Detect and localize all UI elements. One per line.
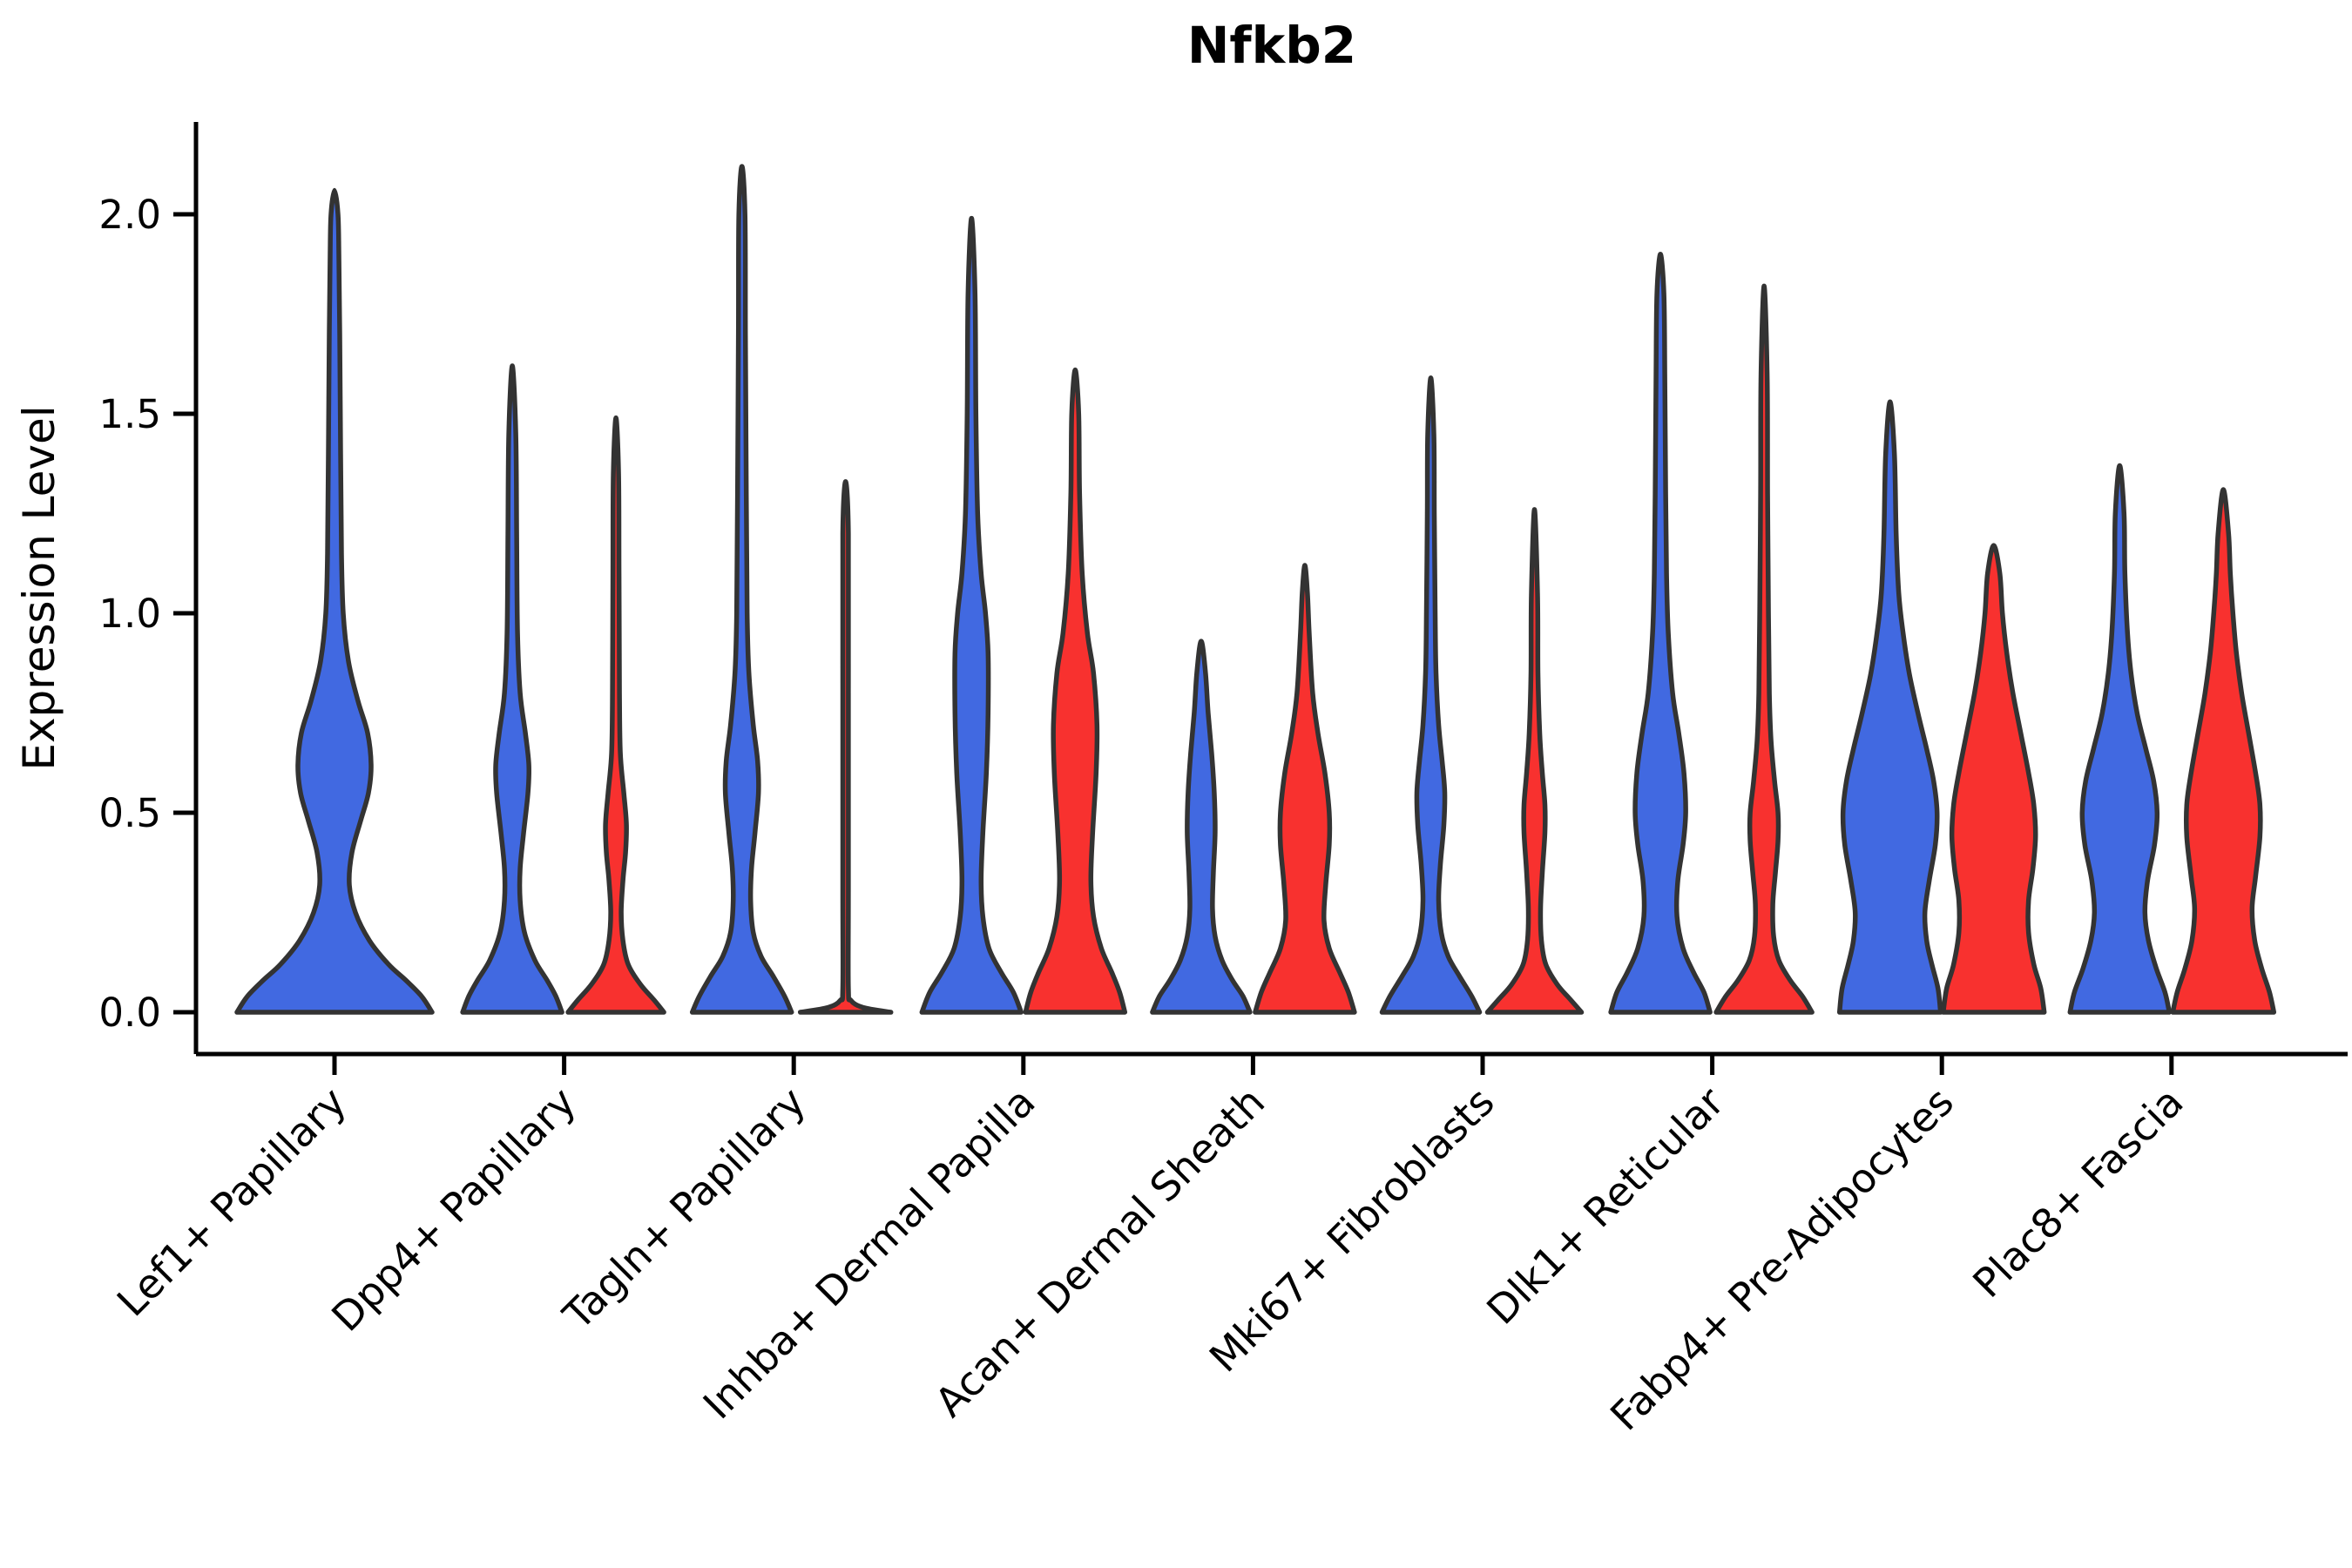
violin-blue-plac8-fascia xyxy=(2067,463,2173,1015)
violin-blue-inhba-dermal-papilla xyxy=(919,215,1024,1015)
violin-red-tagln-papillary xyxy=(797,479,894,1015)
y-tick-label: 1.5 xyxy=(98,391,161,437)
violin-red-fabp4-pre-adipocytes xyxy=(1940,543,2047,1015)
x-tick-label: Dpp4+ Papillary xyxy=(322,1078,585,1341)
violin-red-inhba-dermal-papilla xyxy=(1023,367,1128,1015)
y-tick-labels: 0.0 0.5 1.0 1.5 2.0 xyxy=(98,192,161,1036)
violin-red-dpp4-papillary xyxy=(565,415,666,1015)
y-axis-label: Expression Level xyxy=(14,405,64,770)
violin-blue-fabp4-pre-adipocytes xyxy=(1836,399,1943,1015)
violin-blue-acan-dermal-sheath xyxy=(1150,639,1253,1015)
violin-blue-mki67-fibroblasts xyxy=(1379,375,1483,1015)
violin-blue-dlk1-reticular xyxy=(1608,252,1713,1015)
y-tick-label: 0.0 xyxy=(98,990,161,1036)
violin-blue-tagln-papillary xyxy=(689,164,794,1015)
x-tick-label: Lef1+ Papillary xyxy=(108,1078,355,1326)
violin-blue-lef1-papillary xyxy=(234,187,435,1015)
y-tick-label: 0.5 xyxy=(98,790,161,836)
chart-title: Nfkb2 xyxy=(1187,16,1356,75)
y-tick-label: 1.0 xyxy=(98,591,161,637)
x-tick-label: Tagln+ Papillary xyxy=(553,1078,814,1340)
violin-shapes xyxy=(234,164,2277,1015)
violin-red-mki67-fibroblasts xyxy=(1484,507,1585,1015)
violin-blue-dpp4-papillary xyxy=(460,363,564,1015)
x-tick-label: Dlk1+ Reticular xyxy=(1477,1078,1733,1334)
axes xyxy=(173,122,2348,1075)
y-tick-label: 2.0 xyxy=(98,192,161,238)
violin-red-acan-dermal-sheath xyxy=(1253,563,1357,1015)
x-tick-label: Plac8+ Fascia xyxy=(1963,1078,2192,1307)
violin-red-plac8-fascia xyxy=(2170,487,2277,1015)
violin-red-dlk1-reticular xyxy=(1713,283,1815,1015)
